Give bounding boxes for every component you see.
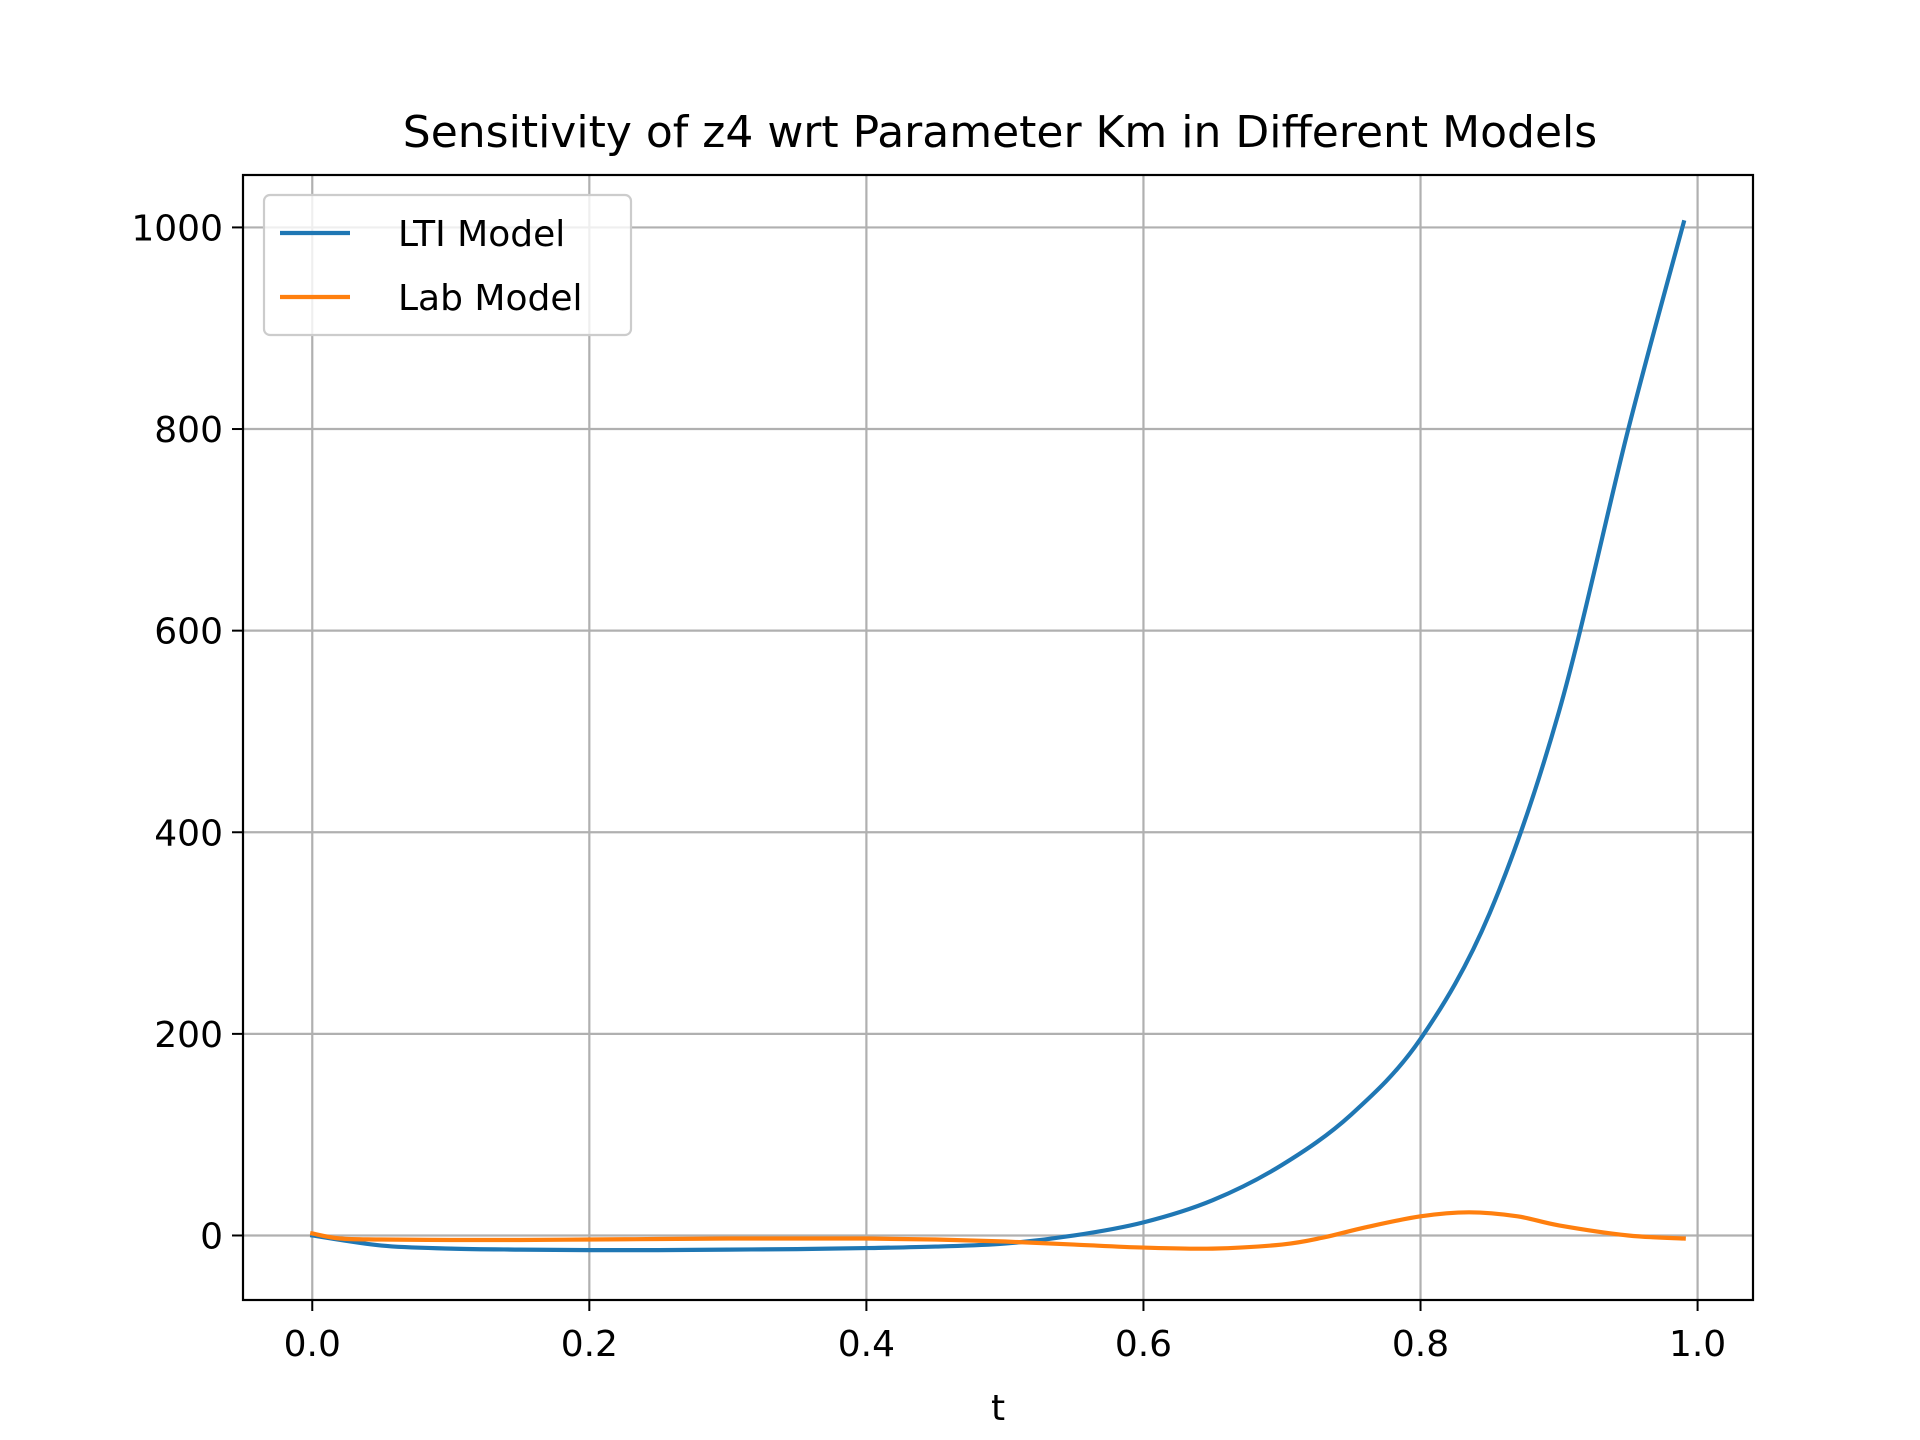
legend-label: Lab Model <box>398 278 583 319</box>
x-tick-label: 1.0 <box>1669 1324 1726 1365</box>
chart-title: Sensitivity of z4 wrt Parameter Km in Di… <box>403 107 1597 158</box>
x-tick-label: 0.4 <box>838 1324 895 1365</box>
legend: LTI Model Lab Model <box>262 193 633 337</box>
legend-box <box>262 193 633 337</box>
x-tick-label: 0.0 <box>284 1324 341 1365</box>
y-tick-label: 400 <box>154 813 223 854</box>
y-tick-label: 200 <box>154 1015 223 1056</box>
y-tick-label: 600 <box>154 612 223 653</box>
grid-layer <box>243 175 1753 1300</box>
y-tick-label: 800 <box>154 410 223 451</box>
y-tick-label: 1000 <box>131 208 223 249</box>
x-tick-label: 0.2 <box>561 1324 618 1365</box>
x-axis: 0.0 0.2 0.4 0.6 0.8 1.0 <box>284 1300 1726 1365</box>
x-tick-label: 0.6 <box>1115 1324 1172 1365</box>
legend-label: LTI Model <box>398 214 565 255</box>
plot-frame <box>241 173 1755 1302</box>
x-axis-label: t <box>991 1388 1005 1429</box>
series-line-2 <box>309 1210 1686 1251</box>
series-layer <box>309 219 1687 1253</box>
y-axis: 0 200 400 600 800 1000 <box>131 208 243 1257</box>
series-line-1 <box>309 219 1687 1253</box>
y-tick-label: 0 <box>200 1216 223 1257</box>
x-tick-label: 0.8 <box>1392 1324 1449 1365</box>
